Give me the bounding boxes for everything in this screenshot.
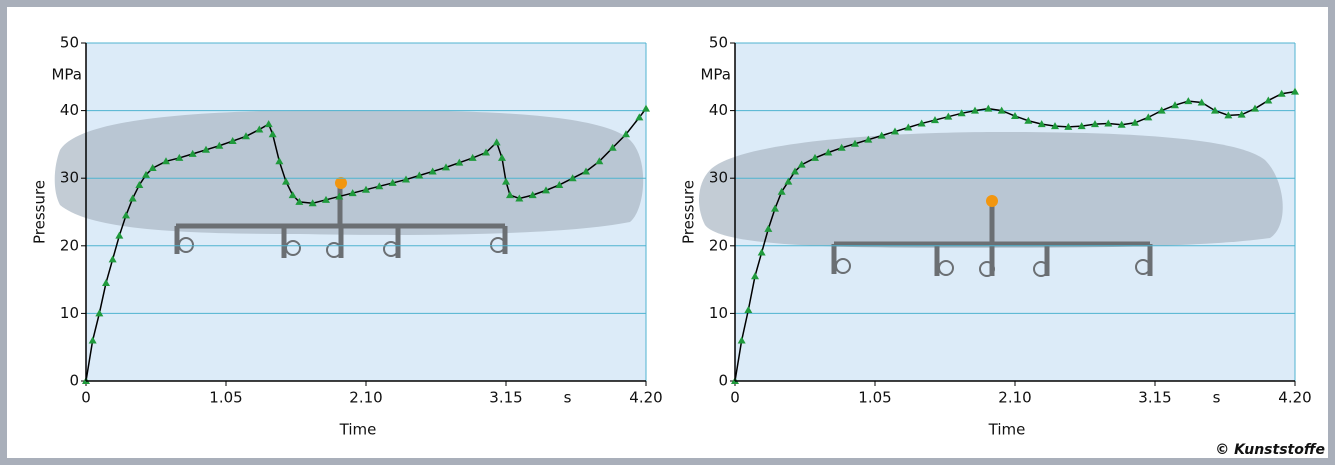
y-tick-label: 20	[709, 236, 728, 254]
y-unit: MPa	[700, 66, 731, 84]
x-tick-label: 0	[81, 389, 91, 407]
x-tick-label: 1.05	[209, 389, 242, 407]
x-tick-label: 2.10	[349, 389, 382, 407]
x-tick-label: 3.15	[489, 389, 522, 407]
y-tick-label: 30	[60, 169, 79, 187]
sprue	[335, 177, 347, 189]
y-unit: MPa	[51, 66, 82, 84]
y-tick-label: 50	[60, 34, 79, 52]
page: © Kunststoffe 0 10 20 30 40 50 0 1.05 2.10 3.15 4.…	[0, 0, 1335, 465]
x-axis-label: Time	[988, 421, 1026, 439]
y-tick-label: 10	[709, 304, 728, 322]
y-tick-label: 0	[69, 372, 79, 390]
y-tick-label: 20	[60, 236, 79, 254]
x-tick-label: 4.20	[629, 389, 662, 407]
x-tick-label: 2.10	[998, 389, 1031, 407]
y-axis-label: Pressure	[31, 180, 49, 244]
y-tick-label: 40	[60, 101, 79, 119]
y-tick-label: 40	[709, 101, 728, 119]
y-axis-label: Pressure	[680, 180, 698, 244]
y-tick-label: 50	[709, 34, 728, 52]
x-unit: s	[1213, 389, 1221, 407]
cloud	[55, 110, 643, 235]
x-tick-label: 4.20	[1278, 389, 1311, 407]
x-tick-label: 1.05	[858, 389, 891, 407]
y-tick-label: 10	[60, 304, 79, 322]
y-tick-label: 0	[718, 372, 728, 390]
x-tick-label: 3.15	[1138, 389, 1171, 407]
credit: © Kunststoffe	[1215, 442, 1325, 458]
sprue	[986, 195, 998, 207]
x-unit: s	[564, 389, 572, 407]
x-axis-label: Time	[339, 421, 377, 439]
figure: © Kunststoffe 0 10 20 30 40 50 0 1.05 2.10 3.15 4.…	[0, 0, 1335, 465]
y-tick-label: 30	[709, 169, 728, 187]
x-tick-label: 0	[730, 389, 740, 407]
